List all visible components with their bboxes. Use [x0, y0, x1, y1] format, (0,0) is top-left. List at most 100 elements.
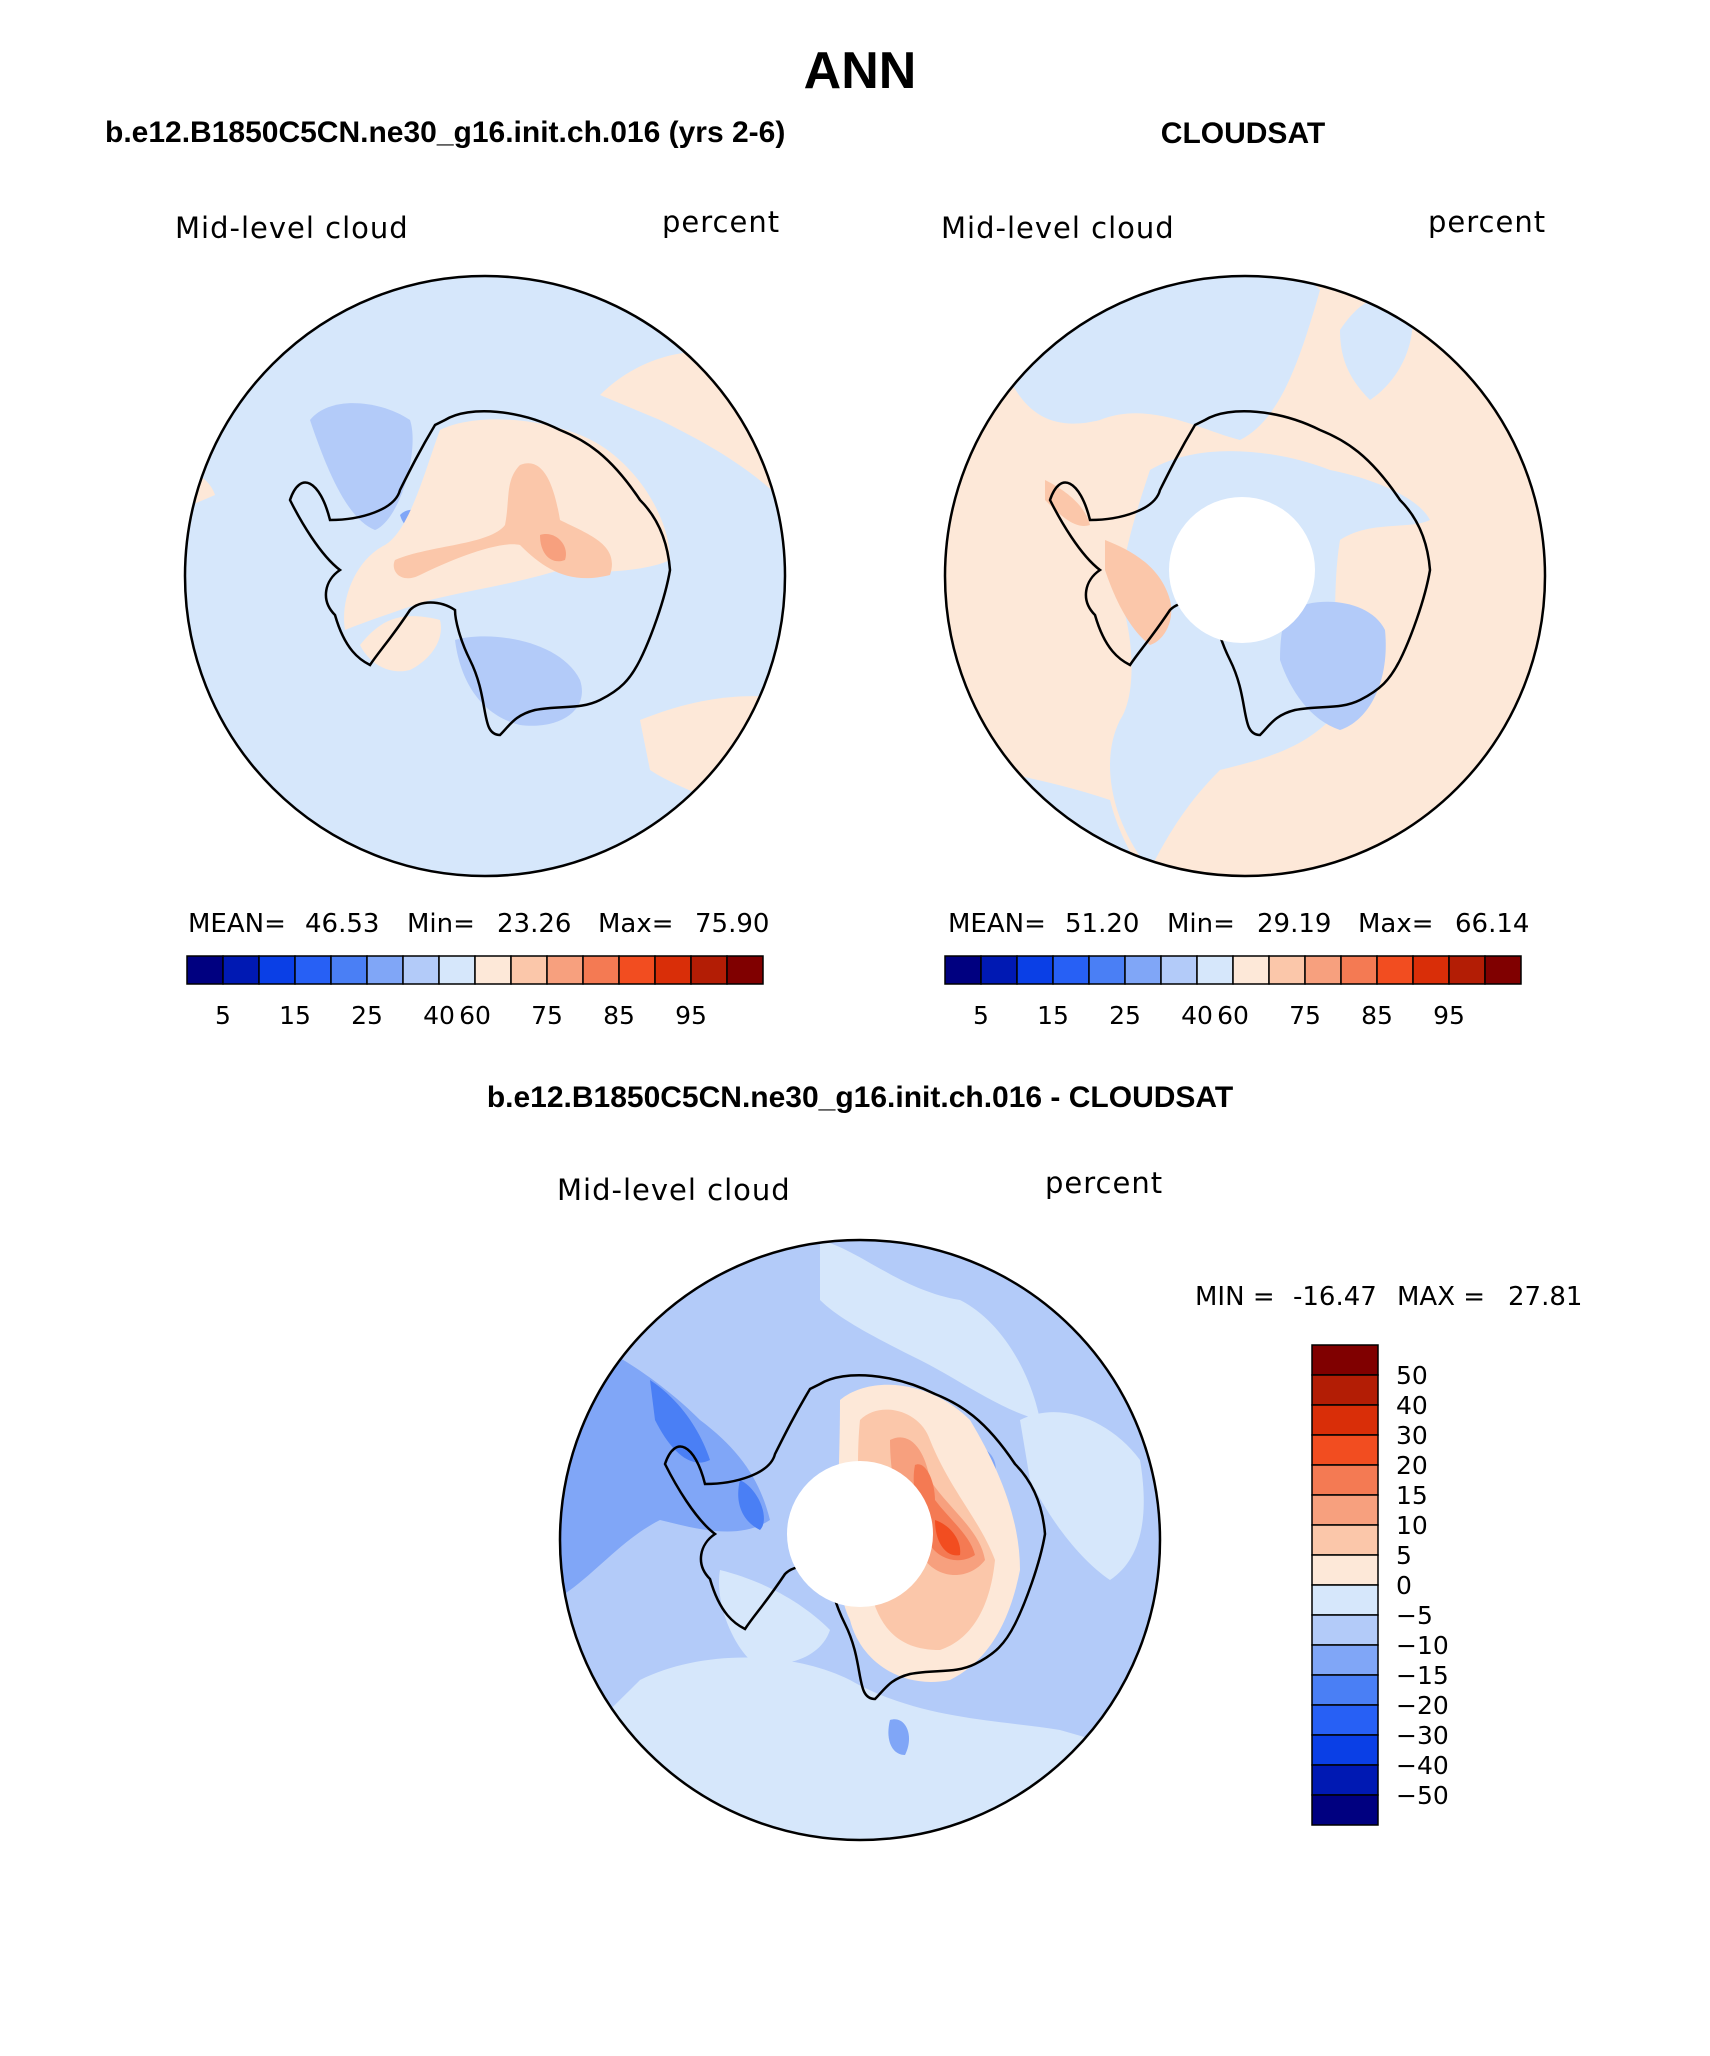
colorbar-box — [654, 955, 692, 985]
panel-obs-units: percent — [1428, 205, 1546, 239]
map-diff-region-neutral-e — [1020, 1412, 1144, 1580]
panel-obs: CLOUDSAT Mid-level cloud percent MEAN= 5… — [941, 117, 1547, 1030]
colorbar-box — [1268, 955, 1306, 985]
colorbar-box — [582, 955, 620, 985]
colorbar-box — [1311, 1704, 1379, 1736]
colorbar-box — [258, 955, 296, 985]
colorbar-box — [1311, 1344, 1379, 1376]
panel-obs-title: CLOUDSAT — [1161, 117, 1325, 150]
map-model-region-warm-core — [540, 534, 566, 562]
colorbar-box — [1124, 955, 1162, 985]
colorbar-box — [1232, 955, 1270, 985]
stat-mean-label: MEAN= — [948, 909, 1046, 939]
colorbar-tick-label: −20 — [1396, 1691, 1449, 1720]
colorbar-box — [980, 955, 1018, 985]
colorbar-tick-label: −40 — [1396, 1751, 1449, 1780]
stat-min-label: MIN = — [1195, 1282, 1275, 1312]
map-model-region-warm-shelf — [360, 616, 441, 672]
colorbar-box — [1448, 955, 1486, 985]
panel-model-title: b.e12.B1850C5CN.ne30_g16.init.ch.016 (yr… — [105, 116, 785, 149]
panel-diff-title: b.e12.B1850C5CN.ne30_g16.init.ch.016 - C… — [487, 1081, 1233, 1114]
panel-diff-units: percent — [1045, 1166, 1163, 1200]
colorbar-box — [1311, 1434, 1379, 1466]
colorbar-box — [1311, 1764, 1379, 1796]
colorbar-box — [222, 955, 260, 985]
panel-obs-variable: Mid-level cloud — [941, 211, 1175, 245]
stat-max-label: Max= — [1358, 909, 1434, 939]
map-obs-polar-hole — [1169, 497, 1315, 643]
colorbar-tick-label: −30 — [1396, 1721, 1449, 1750]
map-model-border — [183, 274, 787, 878]
stat-max-label: MAX = — [1397, 1282, 1485, 1312]
colorbar-box — [1311, 1374, 1379, 1406]
colorbar-box — [330, 955, 368, 985]
colorbar-tick-label: 95 — [1433, 1001, 1465, 1030]
colorbar-box — [510, 955, 548, 985]
stat-mean-value: 51.20 — [1065, 909, 1139, 939]
colorbar-box — [1340, 955, 1378, 985]
colorbar-box — [1311, 1674, 1379, 1706]
colorbar-tick-label: 5 — [1396, 1541, 1412, 1570]
stat-min-label: Min= — [407, 909, 475, 939]
panel-diff-variable: Mid-level cloud — [557, 1173, 791, 1207]
map-model-region-cool-3 — [455, 636, 582, 726]
page-title: ANN — [804, 42, 917, 100]
colorbar-box — [1311, 1524, 1379, 1556]
stat-max-value: 27.81 — [1508, 1282, 1582, 1312]
colorbar-tick-label: 40 — [423, 1001, 455, 1030]
colorbar-box — [690, 955, 728, 985]
map-diff — [560, 1240, 1160, 1840]
map-diff-coastline — [663, 1374, 1047, 1701]
colorbar-box — [1376, 955, 1414, 985]
colorbar-tick-label: 95 — [675, 1001, 707, 1030]
map-obs-region-warm-peninsula — [1105, 540, 1172, 645]
panel-model-units: percent — [662, 205, 780, 239]
colorbar-box — [186, 955, 224, 985]
colorbar-box — [1311, 1554, 1379, 1586]
stat-min-value: 29.19 — [1257, 909, 1331, 939]
colorbar-box — [474, 955, 512, 985]
panel-model-variable: Mid-level cloud — [175, 211, 409, 245]
colorbar-tick-label: 40 — [1396, 1391, 1428, 1420]
colorbar-tick-label: 85 — [603, 1001, 635, 1030]
colorbar-box — [402, 955, 440, 985]
stat-min-value: 23.26 — [497, 909, 571, 939]
colorbar-box — [1311, 1464, 1379, 1496]
colorbar-tick-label: 25 — [351, 1001, 383, 1030]
colorbar-tick-label: 10 — [1396, 1511, 1428, 1540]
colorbar-box — [1311, 1644, 1379, 1676]
map-obs-region-cool-se — [1280, 601, 1386, 730]
stat-min-label: Min= — [1167, 909, 1235, 939]
map-obs-border — [943, 274, 1547, 878]
colorbar-box — [438, 955, 476, 985]
colorbar-tick-label: 5 — [973, 1001, 989, 1030]
colorbar-box — [1311, 1404, 1379, 1436]
colorbar-box — [1088, 955, 1126, 985]
colorbar-box — [944, 955, 982, 985]
map-diff-polar-hole — [787, 1461, 933, 1607]
colorbar-tick-label: 75 — [1289, 1001, 1321, 1030]
map-diff-region-warm-core — [935, 1520, 961, 1556]
colorbar-tick-label: 40 — [1181, 1001, 1213, 1030]
colorbar-tick-label: −10 — [1396, 1631, 1449, 1660]
colorbar-tick-label: −5 — [1396, 1601, 1433, 1630]
map-diff-region-cool-s — [888, 1719, 910, 1755]
colorbar-tick-label: 20 — [1396, 1451, 1428, 1480]
colorbar-box — [618, 955, 656, 985]
stat-mean-value: 46.53 — [305, 909, 379, 939]
colorbar-box — [1304, 955, 1342, 985]
map-diff-region-neutral-c — [719, 1570, 830, 1664]
colorbar-tick-label: 15 — [1037, 1001, 1069, 1030]
colorbar-box — [1311, 1584, 1379, 1616]
colorbar-tick-label: 15 — [279, 1001, 311, 1030]
colorbar-box — [1016, 955, 1054, 985]
colorbar-tick-label: 60 — [459, 1001, 491, 1030]
map-diff-region-cool-w — [560, 1330, 770, 1600]
map-diff-region-cool-w3 — [738, 1480, 764, 1530]
map-obs-coastline — [1048, 410, 1432, 737]
colorbar-box — [1311, 1614, 1379, 1646]
colorbar-tick-label: −50 — [1396, 1781, 1449, 1810]
stat-max-value: 66.14 — [1455, 909, 1529, 939]
